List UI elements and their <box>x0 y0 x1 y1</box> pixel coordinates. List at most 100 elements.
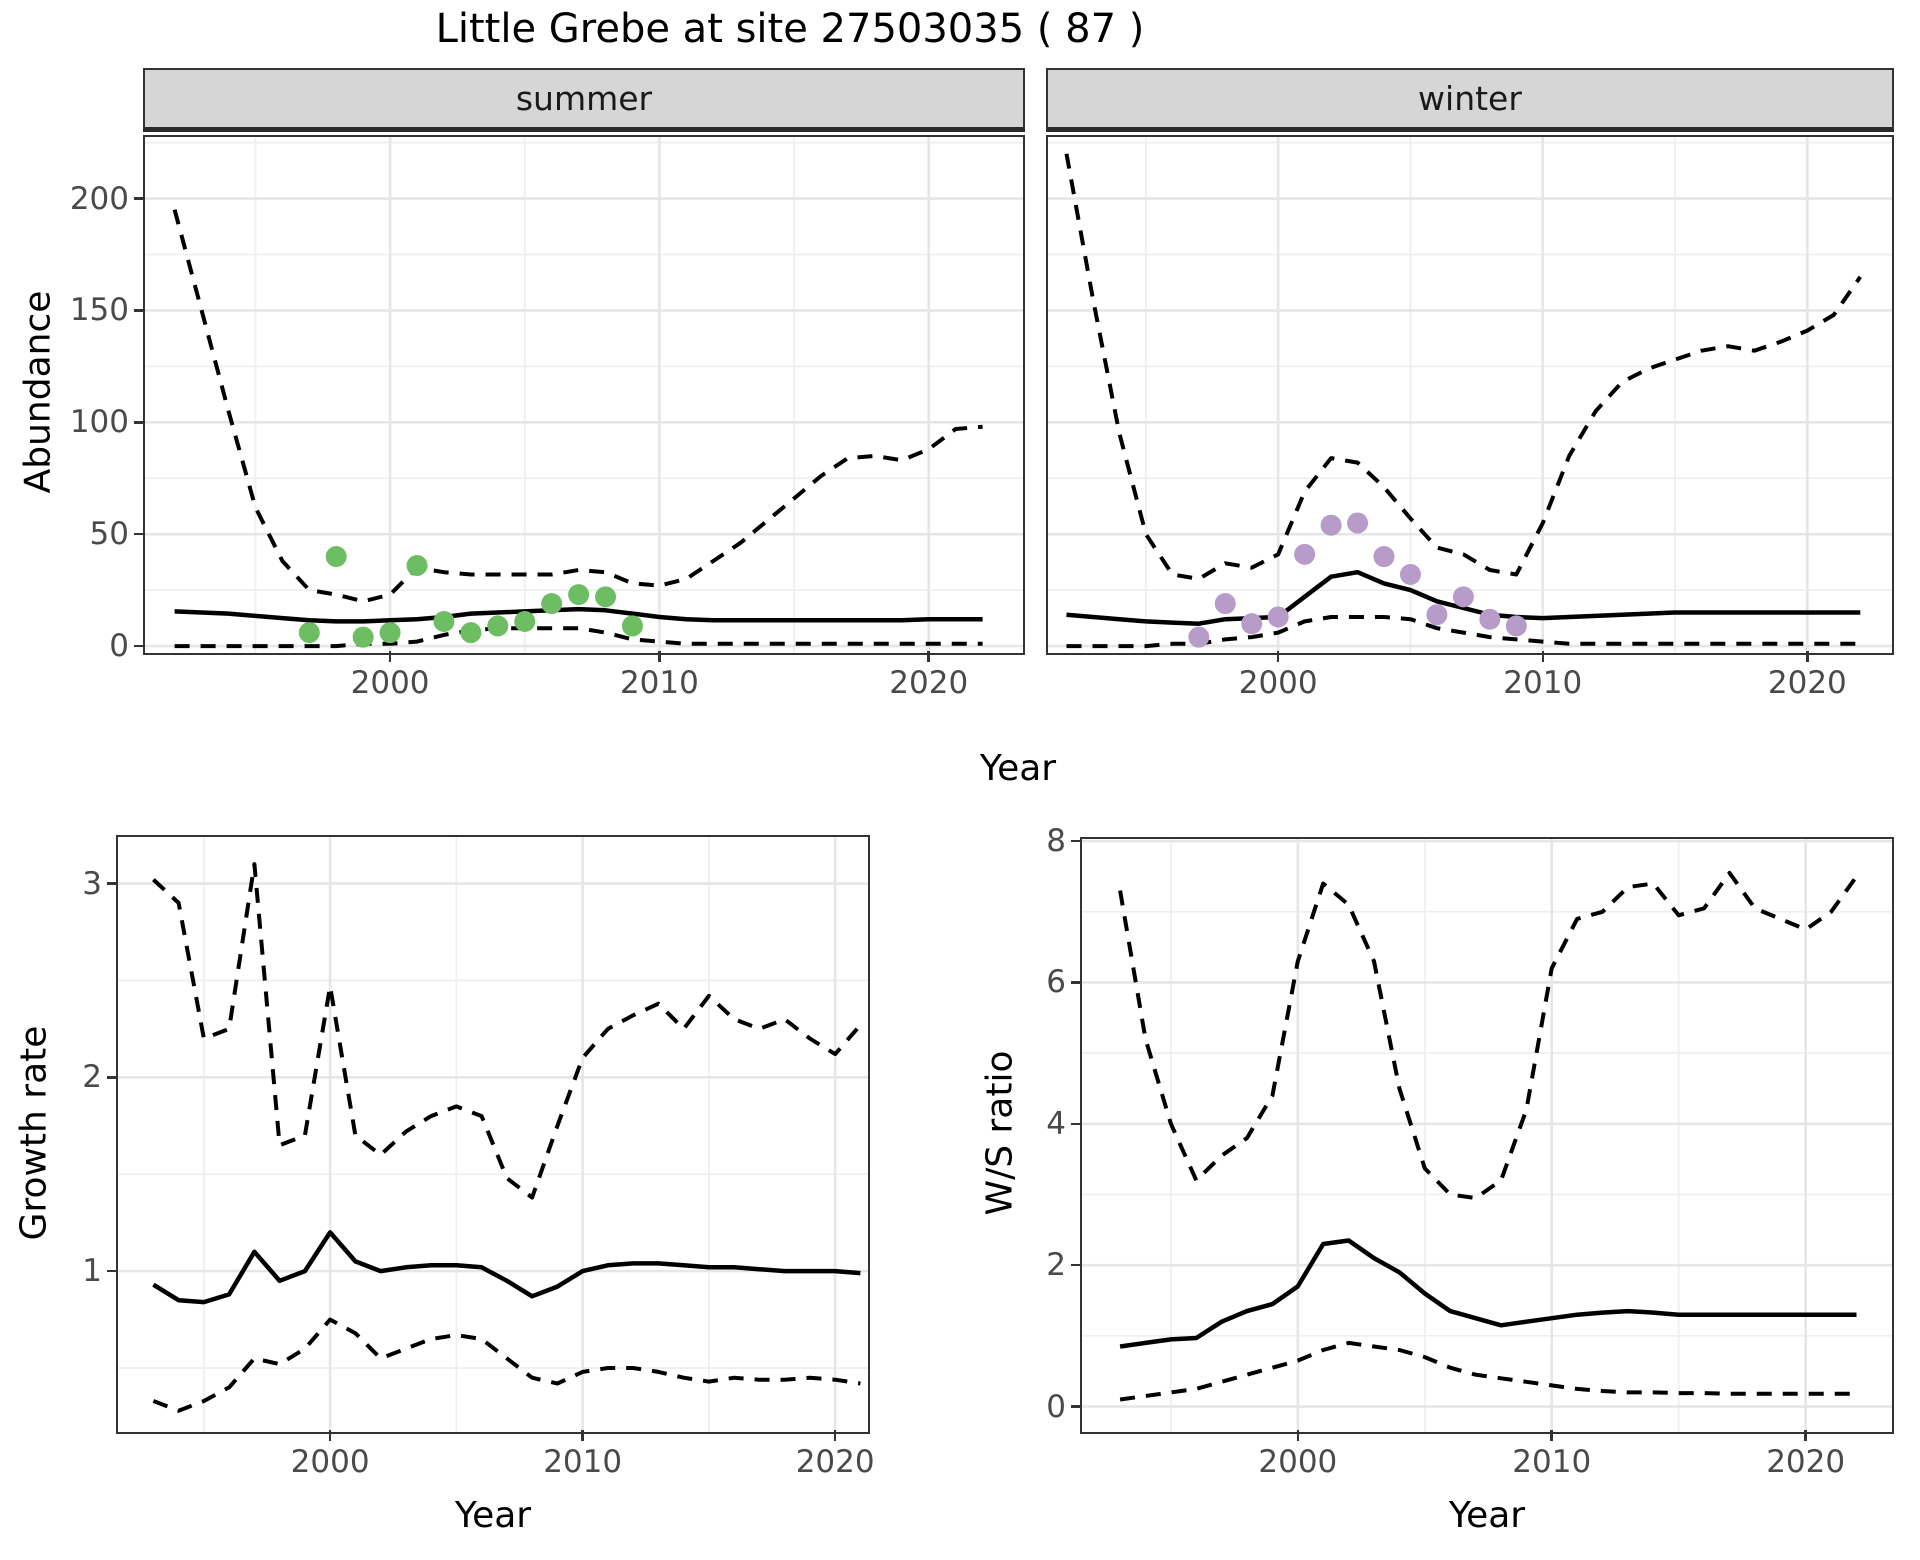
panel-canvas-abundance-summer <box>145 137 1023 653</box>
abundance-summer-observation-point <box>514 610 536 632</box>
x-tick-mark <box>833 1430 837 1441</box>
panel-canvas-ws-ratio <box>1082 839 1892 1432</box>
y-tick-label: 100 <box>69 404 129 441</box>
y-tick-label: 150 <box>69 292 129 329</box>
abundance-summer-observation-point <box>487 615 509 637</box>
x-tick-label: 2000 <box>290 1444 370 1480</box>
y-tick-label: 200 <box>69 180 129 217</box>
y-tick-mark <box>107 1269 118 1273</box>
abundance-summer-lower-ci-line <box>174 626 983 649</box>
x-tick-mark <box>1804 1430 1807 1441</box>
panel-canvas-growth-rate <box>118 837 868 1432</box>
x-tick-label: 2020 <box>1767 665 1847 701</box>
abundance-summer-observation-point <box>325 546 347 568</box>
x-tick-mark <box>1541 651 1544 662</box>
x-tick-label: 2010 <box>543 1444 623 1480</box>
year-axis-title-top: Year <box>979 748 1057 789</box>
x-tick-label: 2010 <box>619 665 699 701</box>
y-tick-mark <box>1071 981 1082 984</box>
abundance-winter-observation-point <box>1347 512 1369 534</box>
year-axis-title-bottom-right: Year <box>1448 1495 1526 1536</box>
abundance-winter-fit-line <box>1066 569 1861 626</box>
x-tick-mark <box>328 1430 332 1441</box>
growth-rate-upper-ci-line <box>152 862 862 1200</box>
x-tick-mark <box>658 651 661 662</box>
y-tick-label: 2 <box>1046 1247 1066 1284</box>
y-tick-label: 4 <box>1046 1105 1066 1142</box>
panel-abundance-summer: 2000 2010 2020 0 50 100 150 200 <box>70 135 1025 701</box>
abundance-winter-observation-point <box>1452 586 1474 608</box>
abundance-winter-observation-point <box>1505 615 1527 637</box>
y-tick-label: 50 <box>89 516 129 553</box>
abundance-winter-observation-point <box>1294 543 1316 565</box>
abundance-winter-observation-point <box>1479 608 1501 630</box>
panel-canvas-abundance-winter <box>1048 137 1892 653</box>
y-tick-mark <box>134 197 145 200</box>
y-tick-label: 8 <box>1046 823 1066 860</box>
y-tick-label: 2 <box>82 1059 102 1096</box>
y-tick-mark <box>107 882 118 885</box>
x-tick-mark <box>388 651 392 662</box>
y-tick-label: 0 <box>109 628 129 665</box>
y-tick-label: 3 <box>82 865 102 902</box>
y-tick-mark <box>1071 839 1082 843</box>
year-axis-title-bottom-left: Year <box>454 1495 532 1536</box>
y-tick-label: 1 <box>82 1253 102 1290</box>
y-tick-mark <box>107 1076 118 1079</box>
x-tick-mark <box>1550 1430 1553 1441</box>
abundance-winter-observation-point <box>1399 563 1421 585</box>
x-tick-label: 2000 <box>350 665 430 701</box>
y-tick-mark <box>134 421 145 424</box>
abundance-summer-observation-point <box>406 555 428 577</box>
y-tick-label: 6 <box>1046 964 1066 1001</box>
abundance-winter-observation-point <box>1188 626 1210 648</box>
abundance-summer-fit-line <box>174 606 983 624</box>
panel-growth-rate: 2000 2010 2020 1 2 3 <box>82 835 875 1480</box>
ws-ratio-upper-ci-line <box>1118 870 1859 1201</box>
abundance-summer-observation-point <box>460 622 482 644</box>
x-tick-label: 2010 <box>1512 1444 1592 1480</box>
abundance-winter-observation-point <box>1214 593 1236 615</box>
facet-strip-winter-label: winter <box>1418 79 1522 118</box>
facet-strip-winter: winter <box>1046 68 1894 132</box>
x-tick-label: 2000 <box>1238 665 1318 701</box>
x-tick-label: 2020 <box>889 665 969 701</box>
abundance-summer-observation-point <box>621 615 643 637</box>
x-tick-mark <box>1296 1430 1300 1441</box>
y-tick-mark <box>1071 1122 1082 1126</box>
y-tick-mark <box>134 309 145 312</box>
facet-strip-summer: summer <box>143 68 1025 132</box>
abundance-summer-observation-point <box>379 622 401 644</box>
panel-ws-ratio: 2000 2010 2020 0 2 4 6 8 <box>1046 823 1894 1480</box>
abundance-axis-title: Abundance <box>17 290 59 494</box>
x-tick-mark <box>1806 651 1809 662</box>
ws-ratio-axis-title: W/S ratio <box>979 1050 1021 1216</box>
facet-strip-summer-label: summer <box>515 79 653 118</box>
panel-abundance-winter: 2000 2010 2020 <box>1046 135 1894 701</box>
abundance-summer-observation-point <box>595 586 617 608</box>
abundance-winter-observation-point <box>1320 514 1342 536</box>
y-tick-mark <box>134 532 145 536</box>
abundance-summer-upper-ci-line <box>172 209 983 604</box>
y-tick-mark <box>134 644 145 648</box>
abundance-winter-observation-point <box>1373 546 1395 568</box>
abundance-winter-upper-ci-line <box>1064 153 1862 581</box>
abundance-summer-observation-point <box>298 622 320 644</box>
x-tick-label: 2020 <box>1766 1444 1846 1480</box>
ws-ratio-lower-ci-line <box>1119 1340 1857 1402</box>
chart-title: Little Grebe at site 27503035 ( 87 ) <box>435 6 1145 52</box>
growth-rate-fit-line <box>152 1230 861 1305</box>
x-tick-mark <box>581 1430 584 1441</box>
y-tick-mark <box>1071 1263 1082 1267</box>
x-tick-label: 2000 <box>1258 1444 1338 1480</box>
abundance-summer-observation-point <box>541 593 563 615</box>
ws-ratio-fit-line <box>1119 1238 1857 1349</box>
abundance-summer-observation-point <box>352 626 374 648</box>
abundance-summer-observation-point <box>568 584 590 606</box>
x-tick-label: 2010 <box>1503 665 1583 701</box>
y-tick-mark <box>1071 1405 1082 1408</box>
abundance-winter-observation-point <box>1241 613 1263 635</box>
growth-rate-lower-ci-line <box>152 1317 861 1413</box>
abundance-winter-observation-point <box>1267 606 1289 628</box>
